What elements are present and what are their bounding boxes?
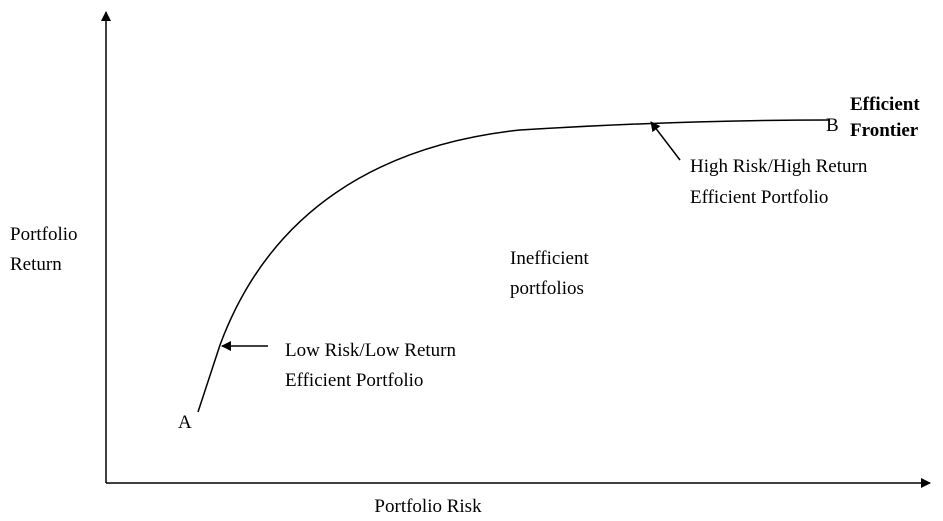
high-risk-arrow — [650, 121, 681, 161]
inefficient-label: Inefficient — [510, 248, 589, 269]
inefficient-label: portfolios — [510, 278, 584, 299]
efficient-frontier-curve — [197, 119, 831, 413]
frontier-label: Frontier — [850, 120, 919, 141]
y-axis-label: Portfolio — [10, 224, 78, 245]
y-axis-label: Return — [10, 254, 62, 275]
high-risk-label: Efficient Portfolio — [690, 187, 828, 208]
frontier-label: Efficient — [850, 94, 920, 115]
low-risk-label: Low Risk/Low Return — [285, 340, 456, 361]
x-axis-label: Portfolio Risk — [374, 496, 482, 517]
point-label: B — [826, 115, 839, 136]
low-risk-label: Efficient Portfolio — [285, 370, 423, 391]
high-risk-label: High Risk/High Return — [690, 156, 868, 177]
point-label: A — [178, 412, 192, 433]
